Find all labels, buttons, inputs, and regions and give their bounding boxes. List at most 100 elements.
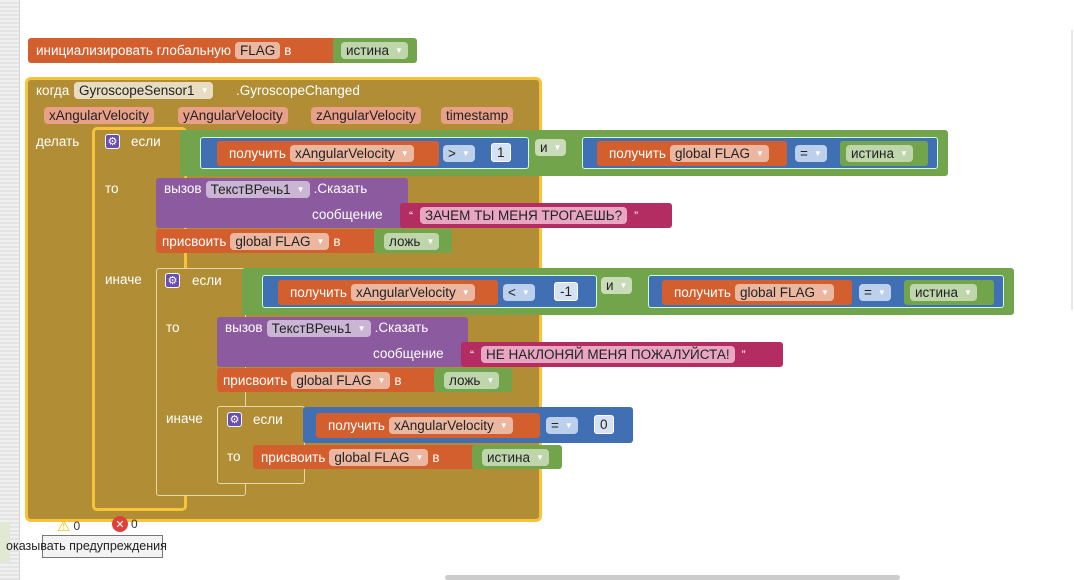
true-block[interactable]: истина ▼ bbox=[333, 38, 417, 63]
param-timestamp[interactable]: timestamp bbox=[441, 107, 514, 124]
in-label: в bbox=[394, 372, 402, 388]
number-block[interactable]: 0 bbox=[594, 415, 614, 434]
true-block[interactable]: истина ▼ bbox=[840, 141, 928, 166]
component-dropdown[interactable]: ТекстВРечь1 ▼ bbox=[266, 320, 371, 337]
set-label: присвоить bbox=[261, 449, 326, 465]
text-field[interactable]: НЕ НАКЛОНЯЙ МЕНЯ ПОЖАЛУЙСТА! bbox=[481, 346, 735, 363]
get-label: получить bbox=[290, 285, 347, 300]
var: xAngularVelocity bbox=[355, 285, 456, 300]
true-block[interactable]: истина ▼ bbox=[472, 445, 562, 469]
var: global FLAG bbox=[235, 233, 311, 249]
call-label: вызов bbox=[164, 181, 202, 196]
get-block[interactable]: получить global FLAG ▼ bbox=[597, 141, 787, 166]
if-label: если bbox=[192, 273, 222, 288]
op-dropdown[interactable]: = ▼ bbox=[546, 417, 578, 434]
call-say-block-2[interactable]: вызов ТекстВРечь1 ▼ .Сказать bbox=[217, 317, 468, 367]
dropdown-icon: ▼ bbox=[426, 236, 435, 246]
value: ложь bbox=[449, 372, 481, 388]
do-label: делать bbox=[36, 134, 80, 149]
message-label: сообщение bbox=[312, 207, 383, 222]
dropdown-icon: ▼ bbox=[461, 288, 470, 297]
dropdown-icon: ▼ bbox=[400, 149, 409, 158]
get-block[interactable]: получить xAngularVelocity ▼ bbox=[217, 141, 439, 166]
and: и bbox=[540, 140, 548, 155]
warning-icon: ⚠ bbox=[57, 518, 71, 535]
value: ложь bbox=[389, 233, 421, 249]
init-label: инициализировать глобальную bbox=[36, 43, 232, 58]
true-dropdown[interactable]: истина ▼ bbox=[910, 284, 977, 301]
quote-open-icon: “ bbox=[470, 347, 474, 362]
and-dropdown[interactable]: и ▼ bbox=[601, 277, 633, 294]
get-block[interactable]: получить xAngularVelocity ▼ bbox=[316, 413, 540, 438]
set-block[interactable]: присвоить global FLAG ▼ в bbox=[217, 368, 437, 392]
dropdown-icon: ▼ bbox=[813, 149, 822, 158]
dropdown-icon: ▼ bbox=[821, 288, 829, 297]
var-dropdown[interactable]: global FLAG ▼ bbox=[329, 448, 429, 466]
errors-count: 0 bbox=[131, 517, 138, 531]
dropdown-icon: ▼ bbox=[521, 288, 530, 297]
true-dropdown[interactable]: истина ▼ bbox=[341, 42, 408, 59]
var: global FLAG bbox=[674, 146, 750, 161]
var: xAngularVelocity bbox=[393, 418, 494, 433]
and-dropdown[interactable]: и ▼ bbox=[535, 139, 567, 156]
dropdown-icon: ▼ bbox=[486, 375, 495, 385]
component-dropdown[interactable]: ТекстВРечь1 ▼ bbox=[205, 181, 310, 198]
warnings-indicator[interactable]: ⚠ 0 bbox=[57, 517, 80, 535]
get-block[interactable]: получить xAngularVelocity ▼ bbox=[278, 280, 498, 305]
var-dropdown[interactable]: xAngularVelocity ▼ bbox=[289, 145, 414, 162]
op-dropdown[interactable]: = ▼ bbox=[859, 284, 891, 301]
gutter-panel bbox=[0, 522, 10, 562]
init-global-block[interactable]: инициализировать глобальную FLAG в bbox=[28, 38, 338, 63]
param-y[interactable]: yAngularVelocity bbox=[178, 107, 288, 124]
var-dropdown[interactable]: global FLAG ▼ bbox=[669, 145, 769, 162]
false-dropdown[interactable]: ложь ▼ bbox=[444, 371, 500, 389]
text-block-2[interactable]: “ НЕ НАКЛОНЯЙ МЕНЯ ПОЖАЛУЙСТА! ” bbox=[461, 342, 783, 367]
vertical-scrollbar[interactable] bbox=[1071, 30, 1073, 310]
op: < bbox=[508, 285, 516, 300]
op-dropdown[interactable]: = ▼ bbox=[795, 145, 827, 162]
true-dropdown[interactable]: истина ▼ bbox=[846, 145, 913, 162]
true-dropdown[interactable]: истина ▼ bbox=[482, 448, 549, 466]
true-block[interactable]: истина ▼ bbox=[904, 280, 994, 305]
in-label: в bbox=[333, 233, 341, 249]
errors-indicator[interactable]: ✕ 0 bbox=[112, 516, 138, 532]
value: истина bbox=[915, 285, 958, 300]
op-dropdown[interactable]: < ▼ bbox=[503, 284, 535, 301]
dropdown-icon: ▼ bbox=[553, 143, 562, 152]
var-dropdown[interactable]: xAngularVelocity ▼ bbox=[388, 417, 513, 434]
param-z[interactable]: zAngularVelocity bbox=[311, 107, 421, 124]
get-block[interactable]: получить global FLAG ▼ bbox=[662, 280, 852, 305]
var-name-field[interactable]: FLAG bbox=[235, 42, 281, 59]
call-label: вызов bbox=[225, 320, 263, 335]
var: xAngularVelocity bbox=[294, 146, 395, 161]
horizontal-scrollbar[interactable] bbox=[445, 575, 900, 580]
op-dropdown[interactable]: > ▼ bbox=[443, 145, 475, 162]
gear-icon[interactable]: ⚙ bbox=[227, 412, 242, 427]
toggle-warnings-button[interactable] bbox=[42, 535, 163, 558]
var-dropdown[interactable]: global FLAG ▼ bbox=[734, 284, 834, 301]
set-block[interactable]: присвоить global FLAG ▼ в bbox=[156, 229, 376, 253]
text-block-1[interactable]: “ ЗАЧЕМ ТЫ МЕНЯ ТРОГАЕШЬ? ” bbox=[400, 203, 672, 228]
number-block[interactable]: -1 bbox=[554, 282, 579, 301]
toggle-warnings-label: оказывать предупреждения bbox=[6, 539, 167, 553]
call-say-block-1[interactable]: вызов ТекстВРечь1 ▼ .Сказать bbox=[156, 178, 408, 228]
number-block[interactable]: 1 bbox=[491, 143, 511, 162]
dropdown-icon: ▼ bbox=[415, 452, 424, 462]
component-dropdown[interactable]: GyroscopeSensor1 ▼ bbox=[74, 82, 214, 99]
false-block[interactable]: ложь ▼ bbox=[374, 229, 452, 253]
op: = bbox=[800, 146, 808, 161]
set-block[interactable]: присвоить global FLAG ▼ в bbox=[253, 445, 475, 469]
dropdown-icon: ▼ bbox=[756, 149, 764, 158]
gear-icon[interactable]: ⚙ bbox=[165, 273, 180, 288]
false-block[interactable]: ложь ▼ bbox=[434, 368, 512, 392]
text-field[interactable]: ЗАЧЕМ ТЫ МЕНЯ ТРОГАЕШЬ? bbox=[420, 207, 628, 224]
gear-icon[interactable]: ⚙ bbox=[105, 134, 120, 149]
param-x[interactable]: xAngularVelocity bbox=[44, 107, 154, 124]
var-dropdown[interactable]: global FLAG ▼ bbox=[291, 371, 391, 389]
dropdown-icon: ▼ bbox=[357, 324, 366, 333]
else-label: иначе bbox=[166, 411, 203, 426]
dropdown-icon: ▼ bbox=[377, 375, 386, 385]
var-dropdown[interactable]: xAngularVelocity ▼ bbox=[350, 284, 475, 301]
false-dropdown[interactable]: ложь ▼ bbox=[384, 232, 440, 250]
var-dropdown[interactable]: global FLAG ▼ bbox=[230, 232, 330, 250]
